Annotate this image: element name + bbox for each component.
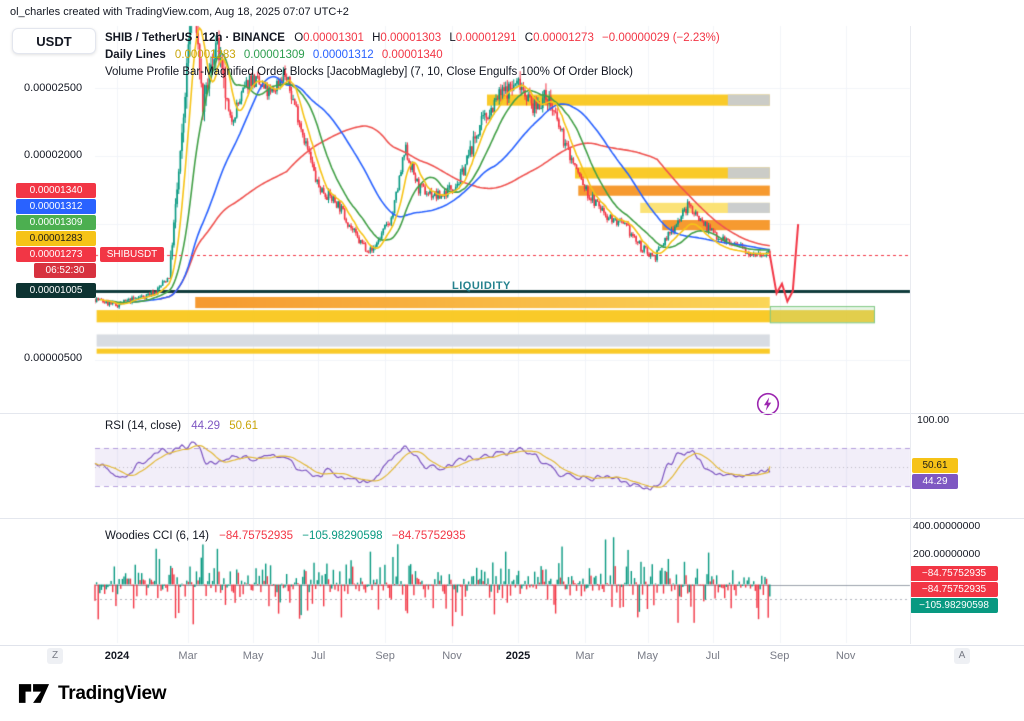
footer: TradingView bbox=[0, 666, 1024, 721]
daily-line-red-value: 0.00001340 bbox=[381, 49, 443, 61]
time-axis-label: Jul bbox=[705, 650, 720, 662]
currency-toggle-button[interactable]: USDT bbox=[12, 28, 96, 54]
time-axis-label: May bbox=[242, 650, 264, 662]
ohlc-close: C0.00001273 bbox=[524, 32, 594, 44]
price-scale-divider bbox=[910, 26, 911, 644]
daily-line-yellow-value: 0.00001283 bbox=[174, 49, 236, 61]
symbol-tag-badge: SHIBUSDT bbox=[100, 247, 164, 262]
symbol-row: SHIB / TetherUS · 12h · BINANCE O0.00001… bbox=[105, 30, 720, 47]
daily-line-green-value: 0.00001309 bbox=[243, 49, 305, 61]
rsi-value: 44.29 bbox=[191, 420, 221, 432]
price-badge-ma-red: 0.00001340 bbox=[16, 183, 96, 198]
rsi-scale-100: 100.00 bbox=[917, 414, 950, 426]
cci-value-2: −105.98290598 bbox=[302, 530, 383, 542]
cci-header: Woodies CCI (6, 14) −84.75752935 −105.98… bbox=[105, 530, 472, 542]
cci-value-1: −84.75752935 bbox=[219, 530, 294, 542]
price-label-25000: 0.00002500 bbox=[24, 82, 83, 94]
time-axis-label: May bbox=[637, 650, 658, 662]
indicator-row: Volume Profile Bar-Magnified Order Block… bbox=[105, 64, 720, 81]
credit-line: ol_charles created with TradingView.com,… bbox=[10, 6, 349, 18]
chart-legend: SHIB / TetherUS · 12h · BINANCE O0.00001… bbox=[105, 30, 720, 81]
candle-countdown-badge: 06:52:30 bbox=[34, 263, 96, 278]
change-value: −0.00000029 (−2.23%) bbox=[602, 32, 720, 44]
time-axis-label: 2025 bbox=[505, 650, 531, 662]
panel-separator-rsi-cci bbox=[0, 518, 1024, 519]
timezone-button[interactable]: Z bbox=[47, 648, 63, 664]
volume-profile-indicator-title[interactable]: Volume Profile Bar-Magnified Order Block… bbox=[105, 66, 633, 78]
price-label-20000: 0.00002000 bbox=[24, 149, 83, 161]
time-axis-label: Sep bbox=[769, 650, 790, 662]
rsi-header: RSI (14, close) 44.29 50.61 bbox=[105, 420, 264, 432]
ohlc-high: H0.00001303 bbox=[372, 32, 442, 44]
rsi-ma-badge: 50.61 bbox=[912, 458, 958, 473]
time-axis-label: Nov bbox=[442, 650, 462, 662]
symbol-title[interactable]: SHIB / TetherUS · 12h · BINANCE bbox=[105, 32, 285, 44]
ohlc-low: L0.00001291 bbox=[449, 32, 517, 44]
cci-title[interactable]: Woodies CCI (6, 14) bbox=[105, 530, 209, 542]
price-badge-ma-green: 0.00001309 bbox=[16, 215, 96, 230]
auto-scale-button[interactable]: A bbox=[954, 648, 970, 664]
price-badge-ma-blue: 0.00001312 bbox=[16, 199, 96, 214]
tradingview-brand-text[interactable]: TradingView bbox=[58, 682, 167, 704]
time-axis-label: Sep bbox=[375, 650, 395, 662]
daily-lines-row: Daily Lines 0.00001283 0.00001309 0.0000… bbox=[105, 47, 720, 64]
cci-value-3: −84.75752935 bbox=[391, 530, 466, 542]
lightning-icon bbox=[756, 392, 780, 416]
panel-separator-main-rsi bbox=[0, 413, 1024, 414]
time-axis[interactable]: 2024 Mar May Jul Sep Nov 2025 Mar May Jul Sep Nov bbox=[0, 645, 1024, 666]
price-label-500: 0.00000500 bbox=[24, 352, 83, 364]
time-axis-label: Jul bbox=[311, 650, 326, 662]
ohlc-open: O0.00001301 bbox=[294, 32, 364, 44]
tradingview-logo-icon[interactable] bbox=[18, 683, 50, 704]
time-axis-label: Mar bbox=[178, 650, 198, 662]
cci-scale-400: 400.00000000 bbox=[913, 520, 981, 532]
liquidity-level-badge: 0.00001005 bbox=[16, 283, 96, 298]
rsi-title[interactable]: RSI (14, close) bbox=[105, 420, 182, 432]
rsi-ma-value: 50.61 bbox=[229, 420, 259, 432]
rsi-value-badge: 44.29 bbox=[912, 474, 958, 489]
liquidity-line-label: LIQUIDITY bbox=[452, 280, 511, 292]
daily-line-blue-value: 0.00001312 bbox=[312, 49, 374, 61]
cci-badge-1: −84.75752935 bbox=[910, 566, 998, 581]
time-axis-label: Mar bbox=[575, 650, 595, 662]
cci-badge-3: −105.98290598 bbox=[910, 598, 998, 613]
price-badge-last-price: 0.00001273 bbox=[16, 247, 96, 262]
cci-scale-200: 200.00000000 bbox=[913, 548, 981, 560]
flash-marker[interactable] bbox=[756, 392, 780, 416]
daily-lines-title[interactable]: Daily Lines bbox=[105, 49, 166, 61]
time-axis-label: 2024 bbox=[104, 650, 130, 662]
time-axis-label: Nov bbox=[835, 650, 856, 662]
cci-badge-2: −84.75752935 bbox=[910, 582, 998, 597]
price-badge-ma-yellow: 0.00001283 bbox=[16, 231, 96, 246]
